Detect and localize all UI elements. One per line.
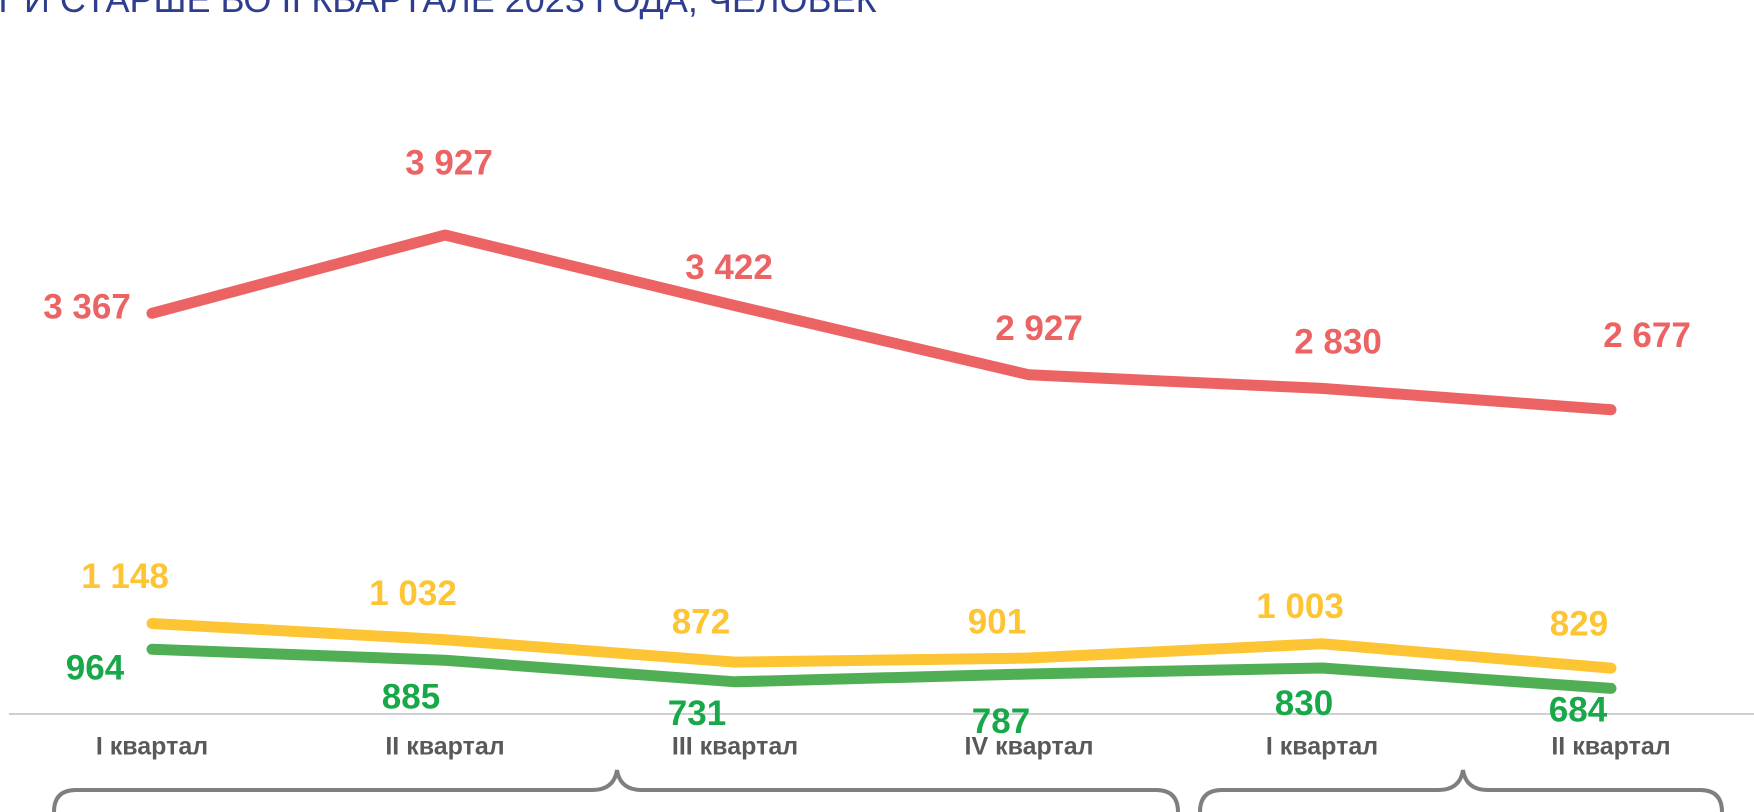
x-tick-label: II квартал xyxy=(1551,733,1670,761)
data-label: 787 xyxy=(972,702,1030,741)
bracket xyxy=(1198,769,1724,812)
series-line xyxy=(146,229,1617,416)
data-label: 872 xyxy=(672,602,730,641)
x-tick-label: I квартал xyxy=(96,733,208,761)
x-tick-label: III квартал xyxy=(672,733,798,761)
x-tick-label: IV квартал xyxy=(965,733,1094,761)
chart-title: Т И СТАРШЕ ВО II КВАРТАЛЕ 2023 ГОДА, ЧЕЛ… xyxy=(0,0,877,20)
x-tick-label: I квартал xyxy=(1266,733,1378,761)
data-label: 1 003 xyxy=(1256,587,1344,626)
data-label: 901 xyxy=(968,602,1026,641)
data-label: 3 927 xyxy=(405,143,493,182)
data-label: 1 148 xyxy=(81,557,169,596)
data-label: 2 830 xyxy=(1294,323,1382,362)
data-label: 829 xyxy=(1550,604,1608,643)
x-tick-label: II квартал xyxy=(385,733,504,761)
data-label: 885 xyxy=(382,678,440,717)
data-label: 3 367 xyxy=(43,288,131,327)
data-label: 830 xyxy=(1275,684,1333,723)
data-label: 2 927 xyxy=(995,309,1083,348)
bracket xyxy=(52,769,1180,812)
data-label: 964 xyxy=(66,648,125,687)
data-label: 2 677 xyxy=(1603,316,1691,355)
data-label: 684 xyxy=(1549,691,1608,730)
data-label: 1 032 xyxy=(369,574,457,613)
series-line xyxy=(146,618,1617,674)
data-label: 731 xyxy=(668,694,726,733)
series-line xyxy=(146,643,1617,694)
data-label: 3 422 xyxy=(685,248,773,287)
